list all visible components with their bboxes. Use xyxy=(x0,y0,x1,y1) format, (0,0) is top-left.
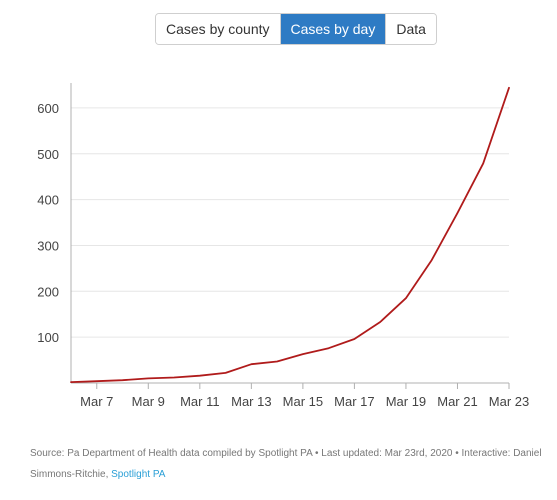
tab-cases-by-day[interactable]: Cases by day xyxy=(279,14,386,44)
y-tick-label: 200 xyxy=(37,284,59,299)
x-tick-label: Mar 9 xyxy=(132,394,165,409)
cases-by-day-chart: 100 200 300 400 500 600 Mar 7 Mar 9 Mar 11 Mar 13… xyxy=(37,83,529,409)
view-tabs: Cases by county Cases by day Data xyxy=(155,13,437,45)
x-tick-label: Mar 17 xyxy=(334,394,374,409)
spotlight-pa-link[interactable]: Spotlight PA xyxy=(111,469,166,480)
y-tick-label: 300 xyxy=(37,238,59,253)
source-text: Source: Pa Department of Health data com… xyxy=(30,448,542,480)
x-tick-label: Mar 19 xyxy=(386,394,426,409)
y-tick-label: 400 xyxy=(37,193,59,208)
x-tick-label: Mar 15 xyxy=(283,394,323,409)
tab-data[interactable]: Data xyxy=(385,14,436,44)
x-tick-label: Mar 11 xyxy=(180,394,220,409)
x-tick-label: Mar 13 xyxy=(231,394,271,409)
source-note: Source: Pa Department of Health data com… xyxy=(30,443,545,485)
y-tick-label: 100 xyxy=(37,330,59,345)
x-tick-label: Mar 21 xyxy=(437,394,477,409)
tab-cases-by-county[interactable]: Cases by county xyxy=(156,14,280,44)
y-tick-label: 500 xyxy=(37,147,59,162)
y-tick-label: 600 xyxy=(37,101,59,116)
cases-line xyxy=(70,86,510,384)
x-tick-label: Mar 23 xyxy=(489,394,529,409)
x-tick-label: Mar 7 xyxy=(80,394,113,409)
